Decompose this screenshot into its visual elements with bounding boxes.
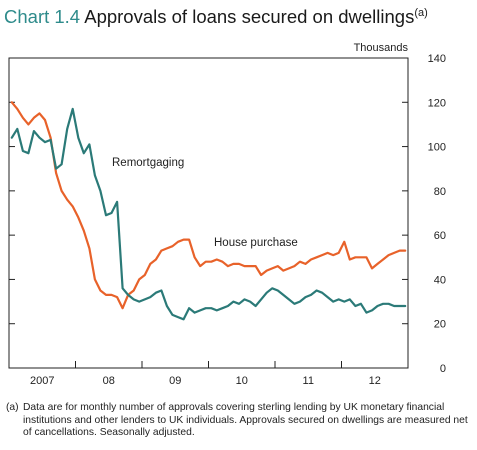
y-tick-label: 140 <box>428 53 446 65</box>
series-line-house-purchase <box>10 101 407 310</box>
y-tick-label: 80 <box>434 186 446 198</box>
line-chart: 0 20 40 60 80 100 120 140 2007 08 09 10 11 12 Remort… <box>8 53 446 387</box>
footnote-marker: (a) <box>6 402 19 413</box>
y-tick-label: 120 <box>428 97 446 109</box>
chart-title-text: Approvals of loans secured on dwellings <box>84 6 415 27</box>
y-tick-label: 40 <box>434 274 446 286</box>
y-axis-unit-label: Thousands <box>353 42 408 54</box>
plot-frame <box>8 57 409 369</box>
footnote: (a) Data are for monthly number of appro… <box>6 402 476 440</box>
chart-number: Chart 1.4 <box>4 6 81 27</box>
x-tick-label: 2007 <box>30 375 54 387</box>
footnote-text: Data are for monthly number of approvals… <box>23 402 468 439</box>
label-remortgaging: Remortgaging <box>112 157 184 169</box>
x-tick-label: 10 <box>236 375 248 387</box>
x-tick-label: 11 <box>303 375 314 387</box>
y-tick-label: 100 <box>428 142 446 154</box>
x-tick-label: 09 <box>169 375 181 387</box>
series-line-remortgaging <box>10 107 407 321</box>
plot-border <box>8 57 409 369</box>
chart-title: Chart 1.4 Approvals of loans secured on … <box>4 6 428 28</box>
y-tick-label: 60 <box>434 230 446 242</box>
label-house-purchase: House purchase <box>214 237 298 249</box>
y-tick-label: 20 <box>434 319 446 331</box>
x-tick-label: 08 <box>103 375 115 387</box>
y-axis: 0 20 40 60 80 100 120 140 <box>9 53 446 375</box>
title-note-marker: (a) <box>414 6 428 19</box>
y-tick-label: 0 <box>440 363 446 375</box>
x-axis: 2007 08 09 10 11 12 <box>30 361 381 387</box>
x-tick-label: 12 <box>369 375 381 387</box>
series-layer <box>10 101 407 321</box>
series-labels: Remortgaging House purchase <box>112 157 298 249</box>
